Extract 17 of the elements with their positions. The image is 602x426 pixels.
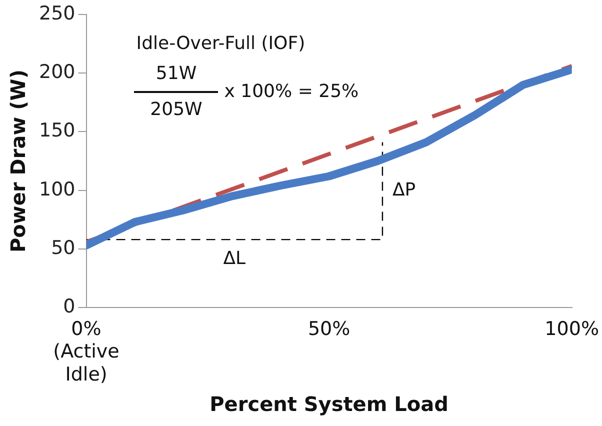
y-tick-label: 150: [39, 120, 76, 142]
annotation: ΔP: [392, 180, 416, 201]
annotation: Idle-Over-Full (IOF): [136, 33, 306, 54]
y-tick-label: 100: [39, 178, 76, 200]
y-tick-label: 50: [51, 236, 76, 259]
y-tick-label: 200: [39, 60, 76, 83]
annotation: 51W: [156, 63, 197, 84]
x-tick-label: 100%: [544, 318, 600, 340]
y-tick-label: 250: [39, 2, 76, 24]
x-tick-label: 0% (Active Idle): [53, 318, 120, 386]
y-tick-label: 0: [63, 296, 76, 318]
x-axis-title: Percent System Load: [210, 392, 448, 416]
annotation: x 100% = 25%: [224, 81, 359, 102]
y-axis-title: Power Draw (W): [6, 69, 30, 253]
annotation: ΔL: [223, 248, 246, 270]
annotation: 205W: [150, 99, 203, 120]
x-tick-label: 50%: [308, 318, 350, 340]
